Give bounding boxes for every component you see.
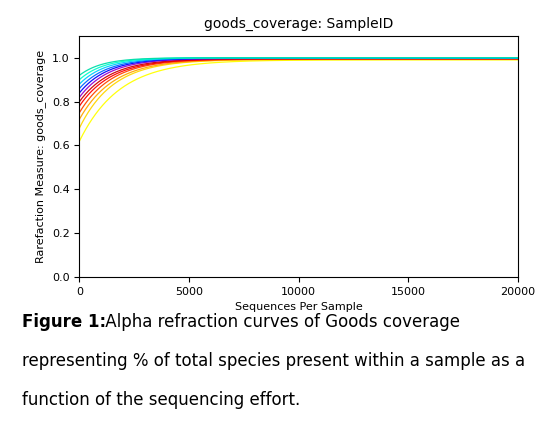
- Text: representing % of total species present within a sample as a: representing % of total species present …: [22, 352, 525, 370]
- Y-axis label: Rarefaction Measure: goods_coverage: Rarefaction Measure: goods_coverage: [36, 50, 47, 263]
- Title: goods_coverage: SampleID: goods_coverage: SampleID: [204, 17, 393, 30]
- X-axis label: Sequences Per Sample: Sequences Per Sample: [235, 303, 363, 312]
- Text: function of the sequencing effort.: function of the sequencing effort.: [22, 391, 300, 409]
- Text: Alpha refraction curves of Goods coverage: Alpha refraction curves of Goods coverag…: [100, 313, 460, 331]
- Text: Figure 1:: Figure 1:: [22, 313, 106, 331]
